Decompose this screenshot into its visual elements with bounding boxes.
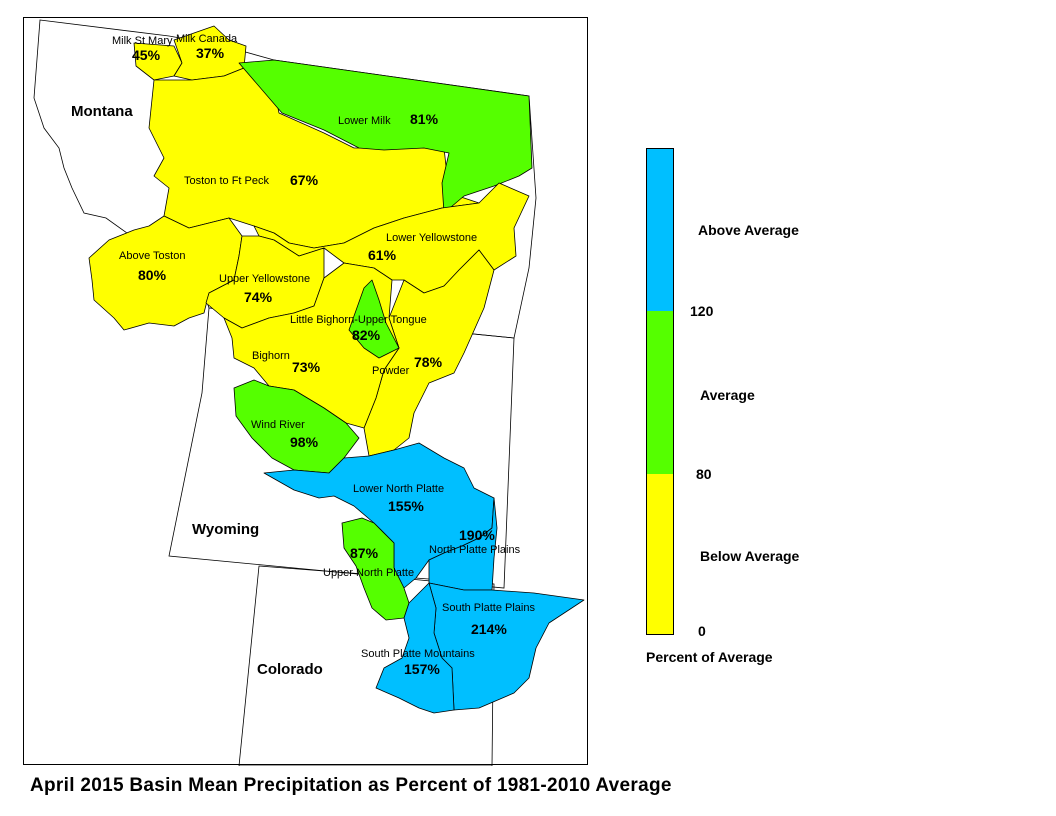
basin-name-label: Little Bighorn-Upper Tongue [290,314,427,326]
basin-wind-river[interactable] [233,379,360,474]
basin-map: Montana Wyoming Colorado Milk St Mary 45… [33,19,585,766]
basins [88,25,585,714]
legend-tick-0: 0 [698,623,706,639]
legend-label-below: Below Average [700,548,800,564]
legend-label-average: Average [700,387,755,403]
basin-south-platte-mountains[interactable] [375,582,455,714]
basin-percent-label: 78% [414,354,443,370]
legend-title: Percent of Average [646,649,773,665]
basin-bighorn[interactable] [223,262,400,429]
basin-name-label: Milk St Mary [112,35,173,47]
basin-percent-label: 80% [138,267,167,283]
basin-name-label: Lower Yellowstone [386,232,477,244]
legend-color-bar [646,148,674,635]
basin-name-label: Toston to Ft Peck [184,175,269,187]
state-label-colorado: Colorado [257,661,323,678]
basin-percent-label: 74% [244,289,273,305]
basin-percent-label: 37% [196,45,225,61]
basin-name-label: Milk Canada [176,33,238,45]
basin-name-label: Wind River [251,419,305,431]
basin-name-label: Upper Yellowstone [219,273,310,285]
basin-labels: Milk St Mary 45% Milk Canada 37% Lower M… [112,33,535,677]
legend-swatch-below [647,474,673,634]
basin-percent-label: 81% [410,111,439,127]
basin-name-label: Above Toston [119,250,185,262]
map-title: April 2015 Basin Mean Precipitation as P… [30,775,672,796]
basin-name-label: Powder [372,365,410,377]
legend-swatch-above [647,149,673,311]
basin-percent-label: 157% [404,661,440,677]
basin-name-label: North Platte Plains [429,544,521,556]
basin-name-label: Lower Milk [338,115,391,127]
legend-label-above: Above Average [698,222,799,238]
basin-percent-label: 98% [290,434,319,450]
basin-percent-label: 61% [368,247,397,263]
basin-name-label: Upper North Platte [323,567,414,579]
basin-name-label: South Platte Mountains [361,648,475,660]
basin-name-label: Lower North Platte [353,483,444,495]
basin-percent-label: 155% [388,498,424,514]
basin-little-bighorn-upper-tongue[interactable] [348,279,400,359]
basin-name-label: Bighorn [252,350,290,362]
state-label-montana: Montana [71,103,133,120]
legend-tick-120: 120 [690,303,714,319]
basin-percent-label: 45% [132,47,161,63]
legend-tick-80: 80 [696,466,712,482]
state-label-wyoming: Wyoming [192,521,259,538]
basin-percent-label: 82% [352,327,381,343]
basin-percent-label: 87% [350,545,379,561]
basin-percent-label: 73% [292,359,321,375]
legend-swatch-average [647,311,673,474]
basin-name-label: South Platte Plains [442,602,535,614]
basin-lower-milk[interactable] [238,59,533,214]
basin-percent-label: 67% [290,172,319,188]
basin-percent-label: 214% [471,621,507,637]
map-frame: Montana Wyoming Colorado Milk St Mary 45… [23,17,588,766]
basin-percent-label: 190% [459,527,495,543]
